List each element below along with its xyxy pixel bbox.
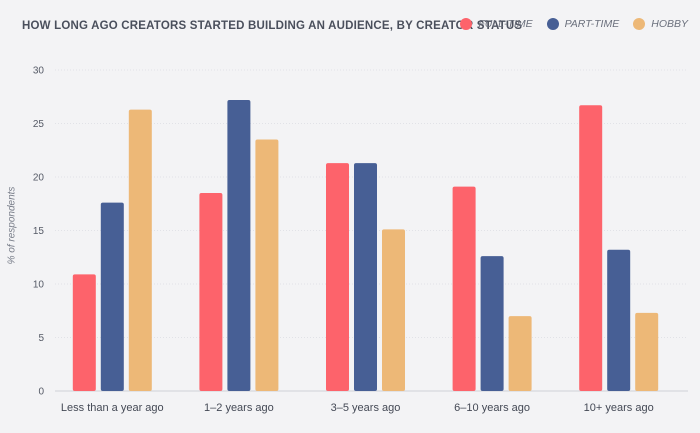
- chart-legend: FULL-TIME PART-TIME HOBBY: [460, 18, 688, 30]
- legend-item-part-time: PART-TIME: [546, 18, 620, 30]
- legend-item-hobby: HOBBY: [633, 18, 688, 30]
- legend-swatch-hobby: [633, 18, 646, 30]
- x-tick-label: Less than a year ago: [61, 402, 164, 414]
- legend-label-full-time: FULL-TIME: [478, 18, 533, 30]
- legend-item-full-time: FULL-TIME: [460, 18, 533, 30]
- bar-part-time-3-5-years-ago: [354, 163, 377, 391]
- y-tick-label: 0: [38, 387, 44, 398]
- x-tick-label: 3–5 years ago: [331, 402, 401, 414]
- x-tick-label: 1–2 years ago: [204, 402, 274, 414]
- bar-part-time-10-years-ago: [607, 249, 631, 391]
- bar-hobby-less-than-a-year-ago: [128, 109, 152, 391]
- y-tick-label: 15: [33, 226, 45, 237]
- bar-full-time-3-5-years-ago: [326, 163, 349, 391]
- y-tick-label: 25: [33, 119, 45, 130]
- x-tick-label: 10+ years ago: [584, 402, 654, 414]
- legend-swatch-full-time: [460, 18, 473, 30]
- y-tick-label: 20: [33, 173, 45, 184]
- bar-part-time-6-10-years-ago: [480, 256, 504, 391]
- bar-hobby-6-10-years-ago: [508, 316, 532, 391]
- bar-hobby-3-5-years-ago: [382, 229, 405, 391]
- bar-hobby-10-years-ago: [635, 312, 659, 391]
- bar-full-time-6-10-years-ago: [452, 186, 476, 391]
- x-tick-label: 6–10 years ago: [454, 402, 530, 414]
- legend-swatch-part-time: [546, 18, 559, 30]
- bar-full-time-1-2-years-ago: [199, 193, 223, 391]
- bar-full-time-10-years-ago: [579, 105, 603, 391]
- bar-hobby-1-2-years-ago: [255, 139, 279, 391]
- bar-full-time-less-than-a-year-ago: [72, 274, 96, 391]
- legend-label-hobby: HOBBY: [651, 18, 688, 30]
- bar-part-time-less-than-a-year-ago: [100, 202, 124, 391]
- bars: [72, 99, 659, 392]
- x-tick-labels: Less than a year ago 1–2 years ago 3–5 yea…: [61, 402, 654, 414]
- y-tick-label: 5: [38, 333, 44, 344]
- chart-title: HOW LONG AGO CREATORS STARTED BUILDING A…: [22, 20, 523, 32]
- y-tick-labels: 0 5 10 15 20 25 30: [33, 66, 45, 398]
- bar-part-time-1-2-years-ago: [227, 99, 251, 392]
- legend-label-part-time: PART-TIME: [564, 18, 620, 30]
- y-tick-label: 30: [33, 66, 45, 77]
- y-tick-label: 10: [33, 280, 45, 291]
